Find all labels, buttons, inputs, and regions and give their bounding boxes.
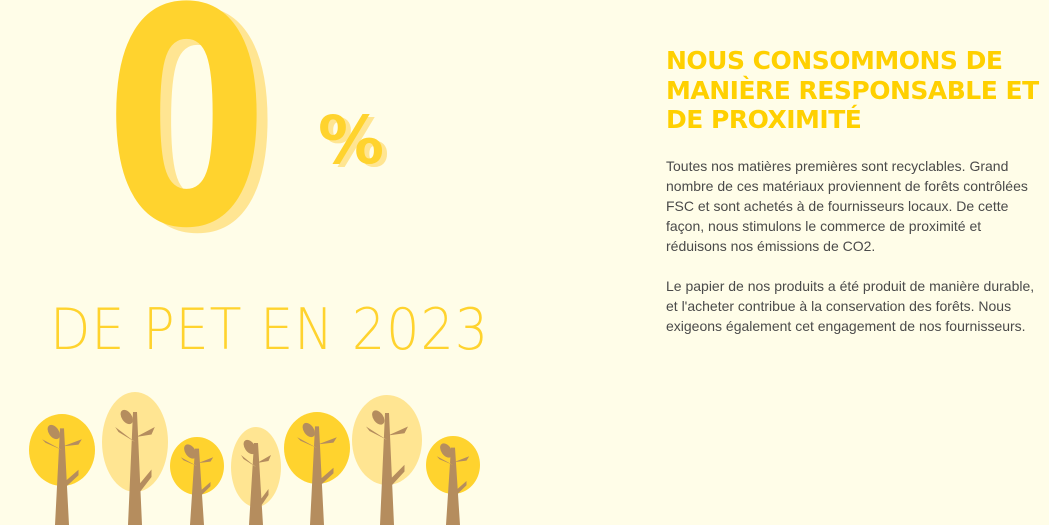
tree-leaf <box>440 443 453 458</box>
tree-trunk <box>297 426 337 525</box>
stat-caption: DE PET EN 2023 <box>50 297 490 363</box>
tree-trunk <box>115 412 155 525</box>
trees-illustration <box>29 392 480 525</box>
tree-leaf <box>243 439 256 455</box>
tree-trunk <box>241 443 271 525</box>
section-heading: NOUS CONSOMMONS DE MANIÈRE RESPONSABLE E… <box>666 46 1039 134</box>
section-body: Toutes nos matières premières sont recyc… <box>666 156 1036 356</box>
tree-trunk <box>42 428 82 525</box>
tree-leaf <box>302 422 315 438</box>
tree-icon <box>426 436 480 525</box>
tree-icon <box>352 395 422 525</box>
tree-icon <box>284 412 350 525</box>
tree-icon <box>170 437 224 525</box>
paragraph: Le papier de nos produits a été produit … <box>666 278 1035 334</box>
tree-leaf <box>184 444 197 459</box>
stat-value: 0 <box>105 0 268 294</box>
tree-icon <box>102 392 168 525</box>
tree-leaf <box>47 424 60 440</box>
tree-leaf <box>372 410 385 425</box>
tree-trunk <box>436 447 470 525</box>
paragraph: Toutes nos matières premières sont recyc… <box>666 158 1028 254</box>
tree-trunk <box>180 448 214 525</box>
stat-unit: % <box>318 102 385 179</box>
tree-leaf <box>120 409 133 425</box>
tree-icon <box>29 414 95 525</box>
tree-icon <box>231 427 281 525</box>
tree-trunk <box>366 413 408 525</box>
